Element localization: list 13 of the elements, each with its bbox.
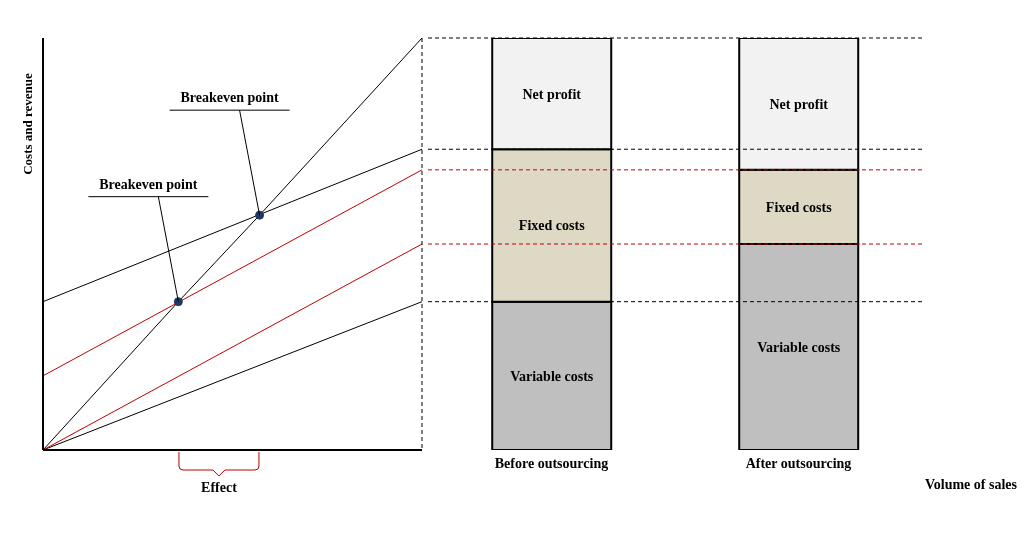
series-label: Variable costs (757, 339, 841, 355)
x-tick-label: Before outsourcing (494, 455, 609, 471)
annotation: Breakeven point (99, 176, 198, 192)
text: Net profit (769, 96, 828, 112)
series-label: Fixed costs (518, 218, 586, 234)
text: Fixed costs (765, 199, 832, 215)
series-label: Net profit (522, 86, 582, 102)
text: Effect (201, 480, 238, 495)
y-axis-title: Costs and revenue (19, 72, 35, 175)
text: Variable costs (510, 368, 594, 384)
annotation: Breakeven point (180, 90, 279, 106)
x-axis-title: Volume of sales (924, 477, 1018, 492)
x-tick-label: After outsourcing (745, 455, 852, 471)
